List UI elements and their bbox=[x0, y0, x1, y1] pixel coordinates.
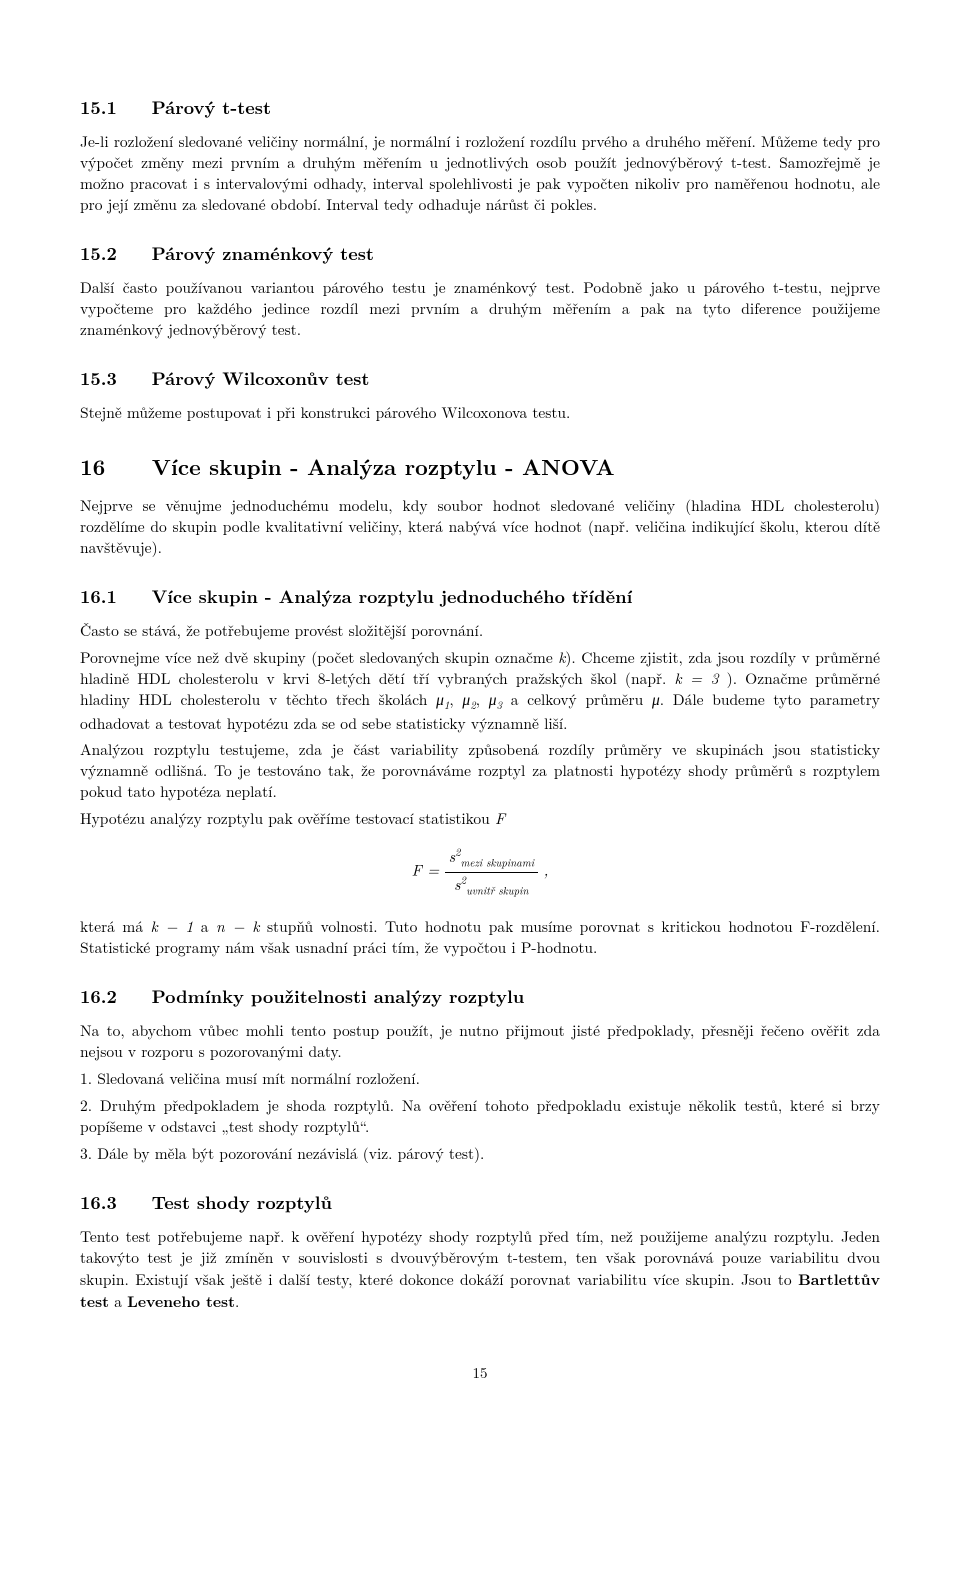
comma: , bbox=[544, 860, 549, 881]
math-mu2: μ2 bbox=[462, 689, 475, 710]
paragraph: Je-li rozložení sledované veličiny normá… bbox=[80, 132, 880, 216]
paragraph: Na to, abychom vůbec mohli tento postup … bbox=[80, 1021, 880, 1063]
heading-16: 16 Více skupin - Analýza rozptylu - ANOV… bbox=[80, 452, 880, 482]
section-title: Párový znaménkový test bbox=[152, 241, 374, 266]
math-mu: μ bbox=[652, 689, 660, 710]
heading-16-3: 16.3 Test shody rozptylů bbox=[80, 1191, 880, 1215]
paragraph: Tento test potřebujeme např. k ověření h… bbox=[80, 1227, 880, 1313]
text: Tento test potřebujeme např. k ověření h… bbox=[80, 1226, 880, 1290]
math-mu1: μ1 bbox=[436, 689, 449, 710]
list-item-1: 1. Sledovaná veličina musí mít normální … bbox=[80, 1069, 880, 1090]
var-s: s bbox=[454, 874, 460, 895]
section-title: Podmínky použitelnosti analýzy rozptylu bbox=[152, 984, 525, 1009]
paragraph: Analýzou rozptylu testujeme, zda je část… bbox=[80, 740, 880, 803]
list-item-2: 2. Druhým předpokladem je shoda rozptylů… bbox=[80, 1096, 880, 1138]
sup: 2 bbox=[461, 873, 467, 888]
fraction: s2mezi skupinami s2uvnitř skupin bbox=[445, 846, 538, 899]
text: která má bbox=[80, 916, 151, 937]
section-title: Test shody rozptylů bbox=[152, 1190, 332, 1215]
math-dof1: k − 1 bbox=[151, 916, 194, 937]
math-k3: k = 3 bbox=[674, 668, 718, 689]
math-mu3: μ3 bbox=[489, 689, 502, 710]
paragraph: Hypotézu analýzy rozptylu pak ověříme te… bbox=[80, 809, 880, 830]
heading-15-2: 15.2 Párový znaménkový test bbox=[80, 242, 880, 266]
text: Porovnejme více než dvě skupiny (počet s… bbox=[80, 647, 558, 668]
section-number: 16.1 bbox=[80, 585, 124, 609]
subscript: uvnitř skupin bbox=[466, 883, 529, 898]
heading-16-1: 16.1 Více skupin - Analýza rozptylu jedn… bbox=[80, 585, 880, 609]
text: a bbox=[109, 1291, 127, 1312]
paragraph: Další často používanou variantou párovéh… bbox=[80, 278, 880, 341]
paragraph: Nejprve se věnujme jednoduchému modelu, … bbox=[80, 496, 880, 559]
section-number: 16.3 bbox=[80, 1191, 124, 1215]
sup: 2 bbox=[455, 845, 461, 860]
text: . bbox=[235, 1291, 239, 1312]
heading-15-1: 15.1 Párový t-test bbox=[80, 96, 880, 120]
text: Hypotézu analýzy rozptylu pak ověříme te… bbox=[80, 808, 495, 829]
formula-F: F = s2mezi skupinami s2uvnitř skupin , bbox=[80, 846, 880, 899]
heading-16-2: 16.2 Podmínky použitelnosti analýzy rozp… bbox=[80, 985, 880, 1009]
section-title: Více skupin - Analýza rozptylu - ANOVA bbox=[152, 451, 615, 482]
bold-levene: Leveneho test bbox=[127, 1289, 235, 1312]
section-title: Párový t-test bbox=[152, 95, 271, 120]
section-number: 16.2 bbox=[80, 985, 124, 1009]
heading-15-3: 15.3 Párový Wilcoxonův test bbox=[80, 367, 880, 391]
paragraph: Porovnejme více než dvě skupiny (počet s… bbox=[80, 648, 880, 734]
section-number: 16 bbox=[80, 452, 118, 482]
section-title: Párový Wilcoxonův test bbox=[152, 366, 370, 391]
page-number: 15 bbox=[80, 1363, 880, 1383]
text: a celkový průměru bbox=[502, 689, 652, 710]
paragraph: Často se stává, že potřebujeme provést s… bbox=[80, 621, 880, 642]
math-F: F bbox=[495, 808, 505, 829]
section-number: 15.2 bbox=[80, 242, 124, 266]
section-number: 15.3 bbox=[80, 367, 124, 391]
text: a bbox=[193, 916, 216, 937]
subscript: mezi skupinami bbox=[461, 855, 534, 870]
section-title: Více skupin - Analýza rozptylu jednoduch… bbox=[152, 584, 633, 609]
formula-lhs: F = bbox=[412, 860, 445, 881]
list-item-3: 3. Dále by měla být pozorování nezávislá… bbox=[80, 1144, 880, 1165]
math-dof2: n − k bbox=[216, 916, 259, 937]
numerator: s2mezi skupinami bbox=[445, 846, 538, 873]
section-number: 15.1 bbox=[80, 96, 124, 120]
paragraph: která má k − 1 a n − k stupňů volnosti. … bbox=[80, 917, 880, 959]
denominator: s2uvnitř skupin bbox=[445, 873, 538, 899]
paragraph: Stejně můžeme postupovat i při konstrukc… bbox=[80, 403, 880, 424]
